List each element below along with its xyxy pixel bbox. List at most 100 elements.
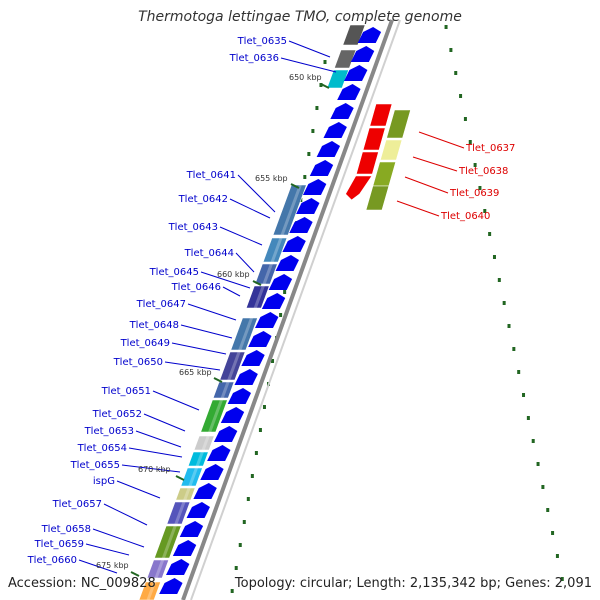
cds-arrow	[289, 217, 313, 233]
guide-dot	[497, 278, 501, 282]
cog-highlight	[146, 184, 302, 600]
gene-label-tlet-0660: Tlet_0660	[27, 555, 77, 566]
gene-leader-line	[404, 176, 449, 194]
reverse-cds-arrow	[345, 175, 373, 201]
gene-label-tlet-0640: Tlet_0640	[440, 211, 490, 222]
gene-label-tlet-0641: Tlet_0641	[186, 170, 236, 181]
gene-label-tlet-0637: Tlet_0637	[465, 143, 515, 154]
cog-block	[146, 559, 170, 579]
cog-block	[212, 381, 235, 399]
guide-dot	[262, 405, 266, 409]
guide-dot	[254, 451, 258, 455]
map-title: Thermotoga lettingae TMO, complete genom…	[138, 9, 462, 25]
guide-dot	[522, 393, 526, 397]
kbp-tick	[290, 183, 300, 189]
gene-leader-line	[235, 252, 255, 273]
guide-dot	[323, 60, 327, 64]
cds-arrow	[337, 84, 361, 100]
outer-dotted-guide	[444, 25, 564, 581]
gene-leader-line	[229, 198, 271, 219]
cog-block	[200, 399, 228, 433]
guide-dot	[279, 313, 283, 317]
guide-dot	[560, 577, 564, 581]
cds-arrow	[241, 350, 265, 366]
guide-dot	[250, 474, 254, 478]
gene-leader-line	[116, 480, 161, 499]
cog-block	[272, 184, 307, 236]
gene-leader-line	[103, 503, 148, 526]
gene-leader-line	[412, 156, 458, 172]
cds-arrow	[309, 160, 334, 176]
guide-dot	[546, 508, 550, 512]
guide-dot	[230, 589, 234, 593]
guide-dot	[258, 428, 262, 432]
kbp-tick	[130, 571, 140, 577]
kbp-tick	[320, 83, 330, 89]
reverse-cds-arrow	[369, 103, 393, 127]
reverse-strand-blocks	[345, 103, 411, 211]
cds-arrow	[282, 236, 306, 252]
backbone	[181, 19, 401, 600]
guide-dot	[242, 520, 246, 524]
cds-arrow	[234, 369, 258, 385]
cds-arrow	[179, 521, 204, 537]
gene-label-tlet-0645: Tlet_0645	[149, 267, 199, 278]
forward-gene-labels: Tlet_0635 Tlet_0636 Tlet_0641 Tlet_0642 Tlet…	[27, 36, 337, 574]
cog-block	[326, 69, 350, 89]
cds-arrow	[330, 103, 354, 119]
cog-block	[245, 285, 270, 309]
cds-arrow	[344, 65, 368, 81]
guide-dot	[246, 497, 250, 501]
cds-arrow	[220, 407, 245, 423]
guide-dot	[303, 175, 307, 179]
gene-label-tlet-0646: Tlet_0646	[171, 282, 221, 293]
cds-arrow	[193, 483, 217, 499]
gene-leader-line	[222, 286, 241, 297]
guide-dot	[551, 531, 555, 535]
cog-block	[254, 263, 278, 285]
guide-dot	[502, 301, 506, 305]
guide-dot	[507, 324, 511, 328]
reverse-cds-arrow	[362, 127, 386, 151]
cds-arrow	[323, 122, 347, 138]
guide-dot	[555, 554, 559, 558]
guide-dot	[541, 485, 545, 489]
gene-label-tlet-0638: Tlet_0638	[458, 166, 508, 177]
cds-arrow	[172, 540, 197, 556]
guide-dot	[473, 163, 477, 167]
gene-leader-line	[396, 200, 440, 217]
guide-dot	[449, 48, 453, 52]
cds-arrow	[200, 464, 224, 480]
gene-label-tlet-0653: Tlet_0653	[84, 426, 134, 437]
cds-arrow	[207, 445, 231, 461]
cds-arrow	[227, 388, 252, 404]
guide-dot	[526, 416, 530, 420]
gene-label-tlet-0644: Tlet_0644	[184, 248, 234, 259]
gene-label-tlet-0636: Tlet_0636	[229, 53, 279, 64]
cds-arrow	[261, 293, 286, 309]
cds-arrow	[186, 502, 210, 518]
guide-dot	[315, 106, 319, 110]
gene-label-tlet-0650: Tlet_0650	[113, 357, 163, 368]
cds-arrows	[159, 27, 382, 594]
cog-color-blocks	[138, 24, 366, 600]
reverse-gene-labels: Tlet_0637 Tlet_0638 Tlet_0639 Tlet_0640	[396, 131, 515, 222]
kbp-label: 675 kbp	[96, 561, 129, 570]
gene-leader-line	[78, 559, 118, 574]
cds-arrow	[255, 312, 279, 328]
gene-leader-line	[92, 528, 145, 548]
guide-dot	[454, 71, 458, 75]
cog-block	[193, 435, 215, 451]
gene-leader-line	[143, 413, 186, 432]
gene-label-tlet-0655: Tlet_0655	[70, 460, 120, 471]
gene-label-ispg: ispG	[93, 476, 115, 487]
guide-dot	[234, 566, 238, 570]
kbp-scale-labels: 650 kbp 655 kbp 660 kbp 665 kbp 670 kbp 675 k…	[96, 73, 330, 577]
gene-label-tlet-0643: Tlet_0643	[168, 222, 218, 233]
reverse-cog-block	[386, 109, 411, 139]
gene-label-tlet-0649: Tlet_0649	[120, 338, 170, 349]
cds-arrow	[268, 274, 293, 290]
guide-dot	[307, 152, 311, 156]
cds-arrow	[213, 426, 238, 442]
